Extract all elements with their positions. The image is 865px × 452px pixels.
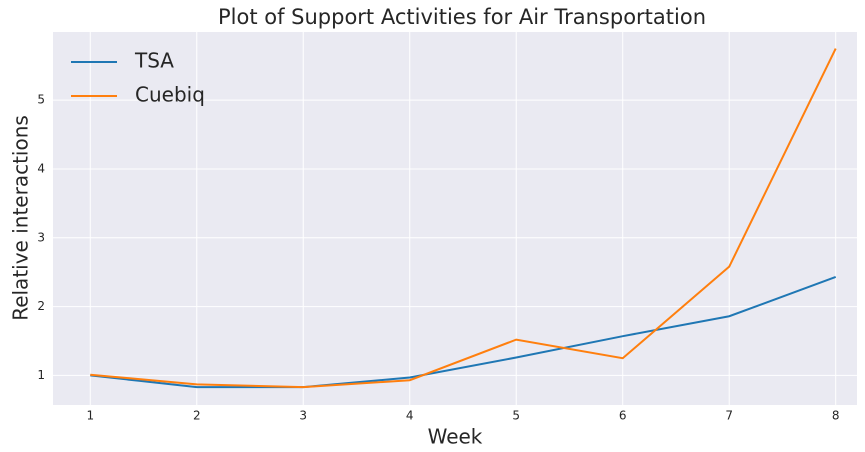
y-tick-label: 5 [37, 93, 45, 107]
chart-title: Plot of Support Activities for Air Trans… [218, 5, 706, 29]
x-tick-label: 7 [725, 409, 733, 423]
x-axis-label: Week [428, 425, 483, 449]
y-tick-label: 2 [37, 299, 45, 313]
y-tick-label: 1 [37, 368, 45, 382]
line-series [90, 48, 837, 389]
x-tick-label: 3 [299, 409, 307, 423]
x-tick-label: 1 [86, 409, 94, 423]
plot-area [53, 32, 857, 405]
x-tick-label: 5 [512, 409, 520, 423]
legend-label: Cuebiq [135, 83, 205, 107]
x-tick-label: 2 [193, 409, 201, 423]
legend-label: TSA [134, 49, 174, 73]
x-tick-label: 8 [832, 409, 840, 423]
x-tick-label: 4 [406, 409, 414, 423]
x-tick-label: 6 [619, 409, 627, 423]
line-series [90, 276, 837, 389]
y-axis-label: Relative interactions [9, 115, 33, 321]
y-tick-label: 4 [37, 161, 45, 175]
y-tick-label: 3 [37, 230, 45, 244]
